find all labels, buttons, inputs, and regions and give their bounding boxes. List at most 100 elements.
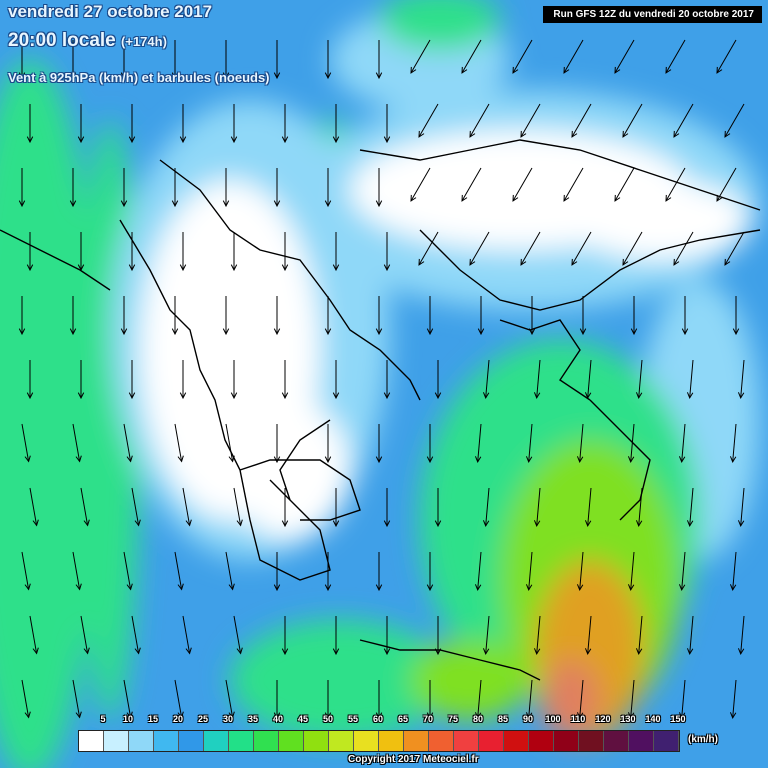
- color-scale-legend: 5 10 15 20 25 30 35 40 45 50 55 60 65 70 75 80 85 90 100 11…: [78, 714, 768, 768]
- wind-arrow: [477, 423, 482, 462]
- wind-arrow: [485, 615, 490, 654]
- wind-arrow: [225, 679, 234, 718]
- forecast-time: 20:00 locale (+174h): [8, 30, 167, 52]
- wind-arrow: [579, 423, 584, 462]
- wind-arrow-head: [230, 264, 238, 272]
- legend-swatch: [529, 731, 554, 751]
- wind-arrow-head: [179, 392, 187, 400]
- wind-arrow: [512, 167, 533, 202]
- wind-arrow-head: [474, 456, 482, 463]
- wind-arrow-head: [737, 392, 745, 399]
- wind-arrow: [536, 487, 541, 526]
- coastline-segment: [359, 139, 761, 211]
- wind-arrow-head: [729, 456, 737, 463]
- legend-value-label: 10: [122, 714, 134, 724]
- legend-swatch: [229, 731, 254, 751]
- legend-value-label: 80: [472, 714, 484, 724]
- wind-arrow-head: [729, 584, 737, 591]
- wind-arrow-head: [528, 328, 536, 336]
- wind-arrow-head: [627, 456, 635, 463]
- wind-arrow-head: [525, 712, 533, 719]
- wind-arrow: [587, 615, 592, 654]
- wind-arrow: [21, 423, 30, 462]
- wind-arrow-head: [324, 456, 332, 464]
- wind-arrow: [740, 487, 745, 526]
- wind-arrow-head: [126, 711, 133, 719]
- legend-value-label: 55: [347, 714, 359, 724]
- wind-arrow: [638, 487, 643, 526]
- wind-arrow-head: [332, 392, 340, 400]
- wind-arrow-head: [120, 72, 128, 80]
- wind-arrow-head: [571, 258, 578, 266]
- wind-arrow-head: [571, 130, 578, 138]
- wind-arrow: [29, 487, 38, 526]
- wind-arrow-head: [128, 264, 136, 272]
- wind-arrow: [225, 423, 234, 462]
- wind-arrow-head: [635, 392, 643, 399]
- legend-value-label: 150: [670, 714, 686, 724]
- wind-arrow: [174, 679, 183, 718]
- wind-arrow: [485, 487, 490, 526]
- forecast-offset: (+174h): [121, 34, 167, 49]
- wind-arrow: [174, 423, 183, 462]
- legend-swatch: [154, 731, 179, 751]
- wind-arrow-head: [332, 648, 340, 656]
- wind-arrow-head: [126, 583, 133, 591]
- wind-arrow-head: [375, 328, 383, 336]
- wind-arrow-head: [383, 136, 391, 144]
- legend-value-label: 20: [172, 714, 184, 724]
- wind-arrow-head: [512, 194, 519, 202]
- wind-arrow-head: [177, 711, 184, 719]
- legend-swatch: [554, 731, 579, 751]
- wind-arrow-head: [32, 519, 39, 527]
- legend-swatch: [404, 731, 429, 751]
- legend-value-label: 35: [247, 714, 259, 724]
- wind-arrow-head: [724, 130, 731, 138]
- variable-description: Vent à 925hPa (km/h) et barbules (noeuds…: [8, 70, 270, 85]
- wind-arrow-head: [75, 711, 82, 719]
- wind-arrow: [665, 167, 686, 202]
- wind-arrow-head: [26, 264, 34, 272]
- wind-arrow-head: [686, 520, 694, 527]
- wind-arrow: [418, 103, 439, 138]
- legend-value-label: 140: [645, 714, 661, 724]
- wind-arrow: [579, 551, 584, 590]
- forecast-date: vendredi 27 octobre 2017: [8, 2, 213, 21]
- wind-arrow: [724, 103, 745, 138]
- coastline-segment: [359, 639, 541, 681]
- wind-arrow: [123, 679, 132, 718]
- wind-arrow-head: [18, 72, 26, 80]
- wind-arrow-head: [273, 456, 281, 464]
- wind-arrow-head: [24, 455, 31, 463]
- wind-arrow-head: [83, 647, 90, 655]
- legend-value-label: 85: [497, 714, 509, 724]
- wind-arrow-head: [383, 264, 391, 272]
- wind-arrow: [182, 615, 191, 654]
- wind-arrow: [131, 487, 140, 526]
- wind-arrow: [182, 487, 191, 526]
- wind-arrow-head: [332, 520, 340, 528]
- wind-arrow: [461, 39, 482, 74]
- wind-arrow-head: [512, 66, 519, 74]
- wind-arrow-head: [729, 712, 737, 719]
- wind-arrow: [174, 551, 183, 590]
- wind-arrow-head: [533, 392, 541, 399]
- wind-arrow-head: [273, 200, 281, 208]
- wind-arrow-head: [469, 130, 476, 138]
- run-info-label: Run GFS 12Z du vendredi 20 octobre 2017: [543, 6, 762, 23]
- wind-arrow: [740, 615, 745, 654]
- wind-arrow-head: [418, 130, 425, 138]
- wind-arrow: [681, 551, 686, 590]
- wind-arrow-head: [179, 264, 187, 272]
- wind-arrow: [638, 615, 643, 654]
- wind-arrow-head: [236, 647, 243, 655]
- wind-arrow: [225, 551, 234, 590]
- legend-value-label: 25: [197, 714, 209, 724]
- wind-arrow-head: [24, 583, 31, 591]
- wind-arrow-head: [614, 66, 621, 74]
- wind-arrow: [410, 167, 431, 202]
- wind-arrow-head: [533, 648, 541, 655]
- wind-arrow-head: [273, 584, 281, 592]
- legend-value-label: 40: [272, 714, 284, 724]
